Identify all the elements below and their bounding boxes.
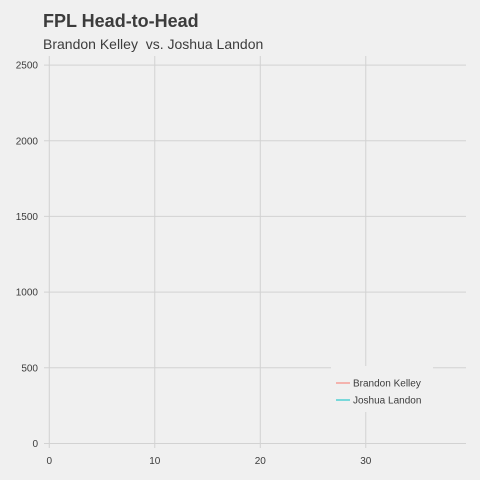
chart-title: FPL Head-to-Head: [43, 11, 199, 31]
y-tick-label: 0: [32, 439, 38, 450]
chart-subtitle: Brandon Kelley vs. Joshua Landon: [43, 36, 264, 52]
legend-label: Joshua Landon: [353, 396, 421, 407]
y-tick-label: 2000: [16, 136, 39, 147]
x-tick-label: 10: [149, 456, 161, 467]
legend-label: Brandon Kelley: [353, 379, 421, 390]
x-tick-label: 20: [255, 456, 267, 467]
legend-box: [331, 366, 433, 412]
x-tick-label: 0: [46, 456, 52, 467]
y-tick-label: 1500: [16, 212, 39, 223]
y-tick-label: 2500: [16, 61, 39, 72]
x-tick-label: 30: [360, 456, 372, 467]
y-tick-label: 500: [21, 363, 38, 374]
y-tick-label: 1000: [16, 288, 39, 299]
